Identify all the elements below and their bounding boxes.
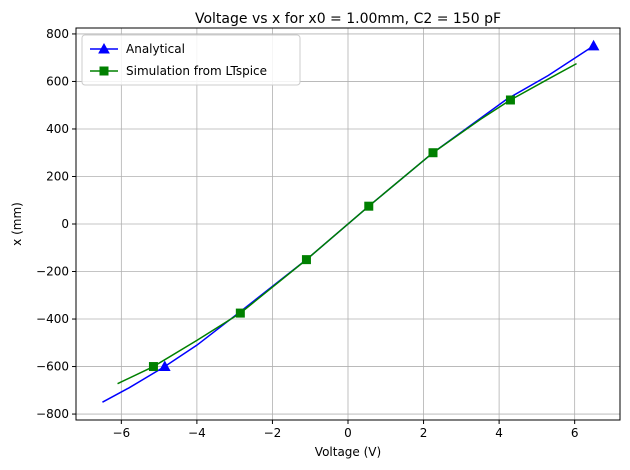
y-tick-label: 600: [46, 74, 69, 88]
x-tick-label: 4: [495, 426, 503, 440]
y-tick-label: 0: [61, 217, 69, 231]
y-tick-label: −200: [36, 265, 69, 279]
axis-ticks: −6 −4 −2 0 2 4 6 −800 −600 −400 −200 0 200 400 600 800: [36, 27, 578, 440]
square-marker: [148, 362, 158, 372]
triangle-marker: [158, 360, 171, 372]
x-tick-label: 2: [420, 426, 428, 440]
y-tick-label: 400: [46, 122, 69, 136]
y-tick-label: 200: [46, 169, 69, 183]
y-tick-label: −800: [36, 407, 69, 421]
square-marker: [301, 255, 311, 265]
series-layer: [102, 39, 600, 403]
legend-square-marker: [99, 66, 109, 76]
x-tick-label: 0: [344, 426, 352, 440]
legend-item: Analytical: [90, 42, 185, 56]
x-tick-label: −2: [264, 426, 282, 440]
square-marker: [505, 95, 515, 105]
chart-title: Voltage vs x for x0 = 1.00mm, C2 = 150 p…: [195, 11, 501, 27]
x-tick-label: −6: [112, 426, 130, 440]
y-tick-label: 800: [46, 27, 69, 41]
y-tick-label: −600: [36, 360, 69, 374]
y-axis-label: x (mm): [10, 202, 24, 246]
legend-box: [81, 34, 301, 86]
legend-item: Simulation from LTspice: [90, 64, 267, 78]
legend-label: Analytical: [126, 42, 185, 56]
legend-label: Simulation from LTspice: [126, 64, 267, 78]
square-marker: [428, 148, 438, 158]
legend: Analytical Simulation from LTspice: [81, 34, 301, 86]
x-tick-label: 6: [571, 426, 579, 440]
triangle-marker: [587, 39, 600, 51]
square-marker: [235, 308, 245, 318]
x-tick-label: −4: [188, 426, 206, 440]
square-marker: [364, 201, 374, 211]
y-tick-label: −400: [36, 312, 69, 326]
series-2: [117, 62, 577, 385]
x-axis-label: Voltage (V): [315, 445, 381, 459]
legend-triangle-marker: [98, 42, 110, 54]
